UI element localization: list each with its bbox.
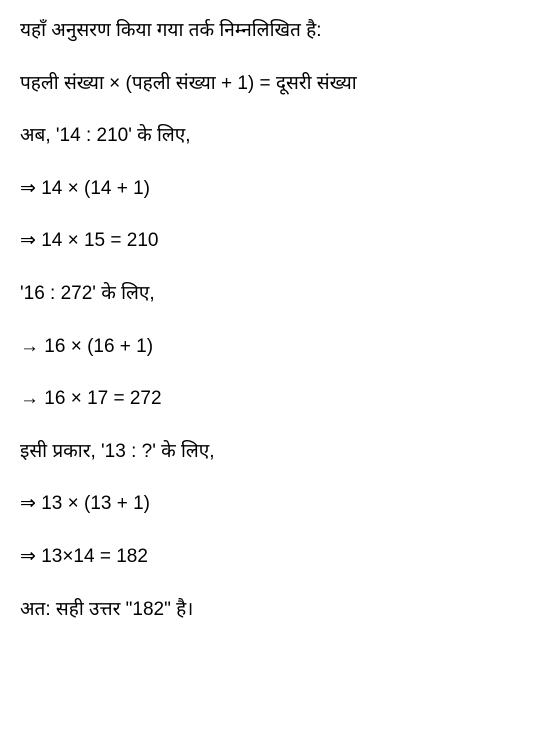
intro-text: यहाँ अनुसरण किया गया तर्क निम्नलिखित है: bbox=[20, 18, 515, 45]
problem-header: इसी प्रकार, '13 : ?' के लिए, bbox=[20, 439, 515, 466]
example1-step1: ⇒ 14 × (14 + 1) bbox=[20, 176, 515, 203]
example2-step1: → 16 × (16 + 1) bbox=[20, 334, 515, 361]
problem-step1: ⇒ 13 × (13 + 1) bbox=[20, 491, 515, 518]
example2-step2: → 16 × 17 = 272 bbox=[20, 386, 515, 413]
example1-header: अब, '14 : 210' के लिए, bbox=[20, 123, 515, 150]
formula-text: पहली संख्या × (पहली संख्या + 1) = दूसरी … bbox=[20, 71, 515, 98]
example1-step2: ⇒ 14 × 15 = 210 bbox=[20, 228, 515, 255]
example2-header: '16 : 272' के लिए, bbox=[20, 281, 515, 308]
problem-step2: ⇒ 13×14 = 182 bbox=[20, 544, 515, 571]
answer-text: अत: सही उत्तर "182" है। bbox=[20, 597, 515, 624]
